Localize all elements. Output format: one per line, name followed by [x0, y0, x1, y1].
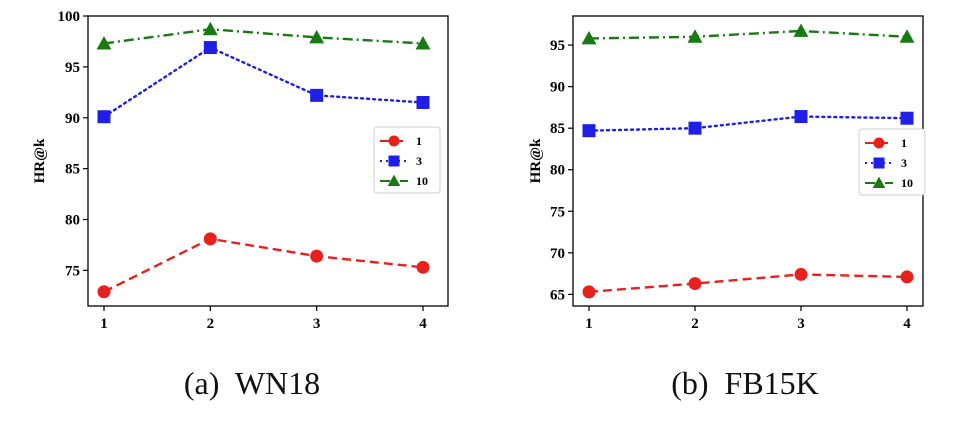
legend-swatch-marker — [388, 135, 400, 147]
data-point — [794, 110, 808, 124]
plot-frame — [87, 15, 449, 307]
y-tick-label: 90 — [65, 111, 80, 127]
series-line — [587, 115, 909, 132]
y-tick-label: 85 — [550, 121, 565, 137]
x-tick-label: 2 — [691, 316, 699, 332]
data-point — [900, 270, 914, 284]
panel-caption: (b) FB15K — [671, 365, 819, 401]
data-point — [900, 111, 914, 125]
y-tick-label: 75 — [65, 263, 80, 279]
legend-label: 1 — [416, 134, 422, 148]
chart-panel-b: 65 70 75 80 85 90 95 1 2 3 4 HR@k 1 3 10 (b) FB15K — [528, 15, 926, 401]
y-axis-label: HR@k — [32, 138, 48, 183]
data-point — [202, 21, 218, 36]
data-point — [416, 95, 430, 109]
x-tick-label: 4 — [903, 316, 911, 332]
series-line — [102, 46, 425, 118]
series-1 — [97, 232, 430, 299]
legend-label: 10 — [901, 176, 913, 190]
series-line — [588, 29, 908, 40]
y-tick-label: 95 — [65, 60, 80, 76]
data-point — [688, 277, 702, 291]
data-point — [309, 29, 325, 44]
data-point — [687, 29, 703, 43]
legend-swatch-marker — [873, 157, 885, 169]
data-point — [415, 35, 431, 50]
data-point — [310, 88, 324, 102]
x-tick-label: 1 — [585, 316, 593, 332]
series-3 — [582, 110, 914, 138]
legend: 1 3 10 — [373, 126, 441, 194]
data-point — [416, 260, 430, 274]
series-10 — [96, 21, 431, 50]
legend-box — [373, 126, 441, 194]
data-point — [582, 124, 596, 138]
data-point — [793, 23, 809, 37]
legend-swatch-marker — [872, 176, 886, 189]
series-line — [103, 237, 424, 293]
legend-label: 3 — [416, 154, 422, 168]
legend: 1 3 10 — [858, 128, 926, 196]
y-tick-label: 65 — [550, 287, 565, 303]
x-tick-label: 3 — [797, 316, 805, 332]
y-tick-label: 95 — [550, 38, 565, 54]
legend-label: 3 — [901, 156, 907, 170]
data-point — [203, 232, 217, 246]
data-point — [97, 285, 111, 299]
panel-caption: (a) WN18 — [184, 365, 320, 401]
x-tick-label: 4 — [419, 316, 427, 332]
legend-label: 10 — [416, 174, 428, 188]
data-point — [97, 110, 111, 124]
y-tick-label: 80 — [550, 163, 565, 179]
data-point — [581, 30, 597, 45]
legend-swatch-marker — [388, 155, 400, 167]
data-point — [96, 35, 112, 50]
y-tick-label: 100 — [58, 9, 81, 25]
x-tick-label: 1 — [100, 316, 108, 332]
y-tick-label: 80 — [65, 213, 80, 229]
data-point — [688, 121, 702, 135]
data-point — [899, 29, 915, 43]
series-line — [588, 273, 908, 294]
series-10 — [581, 23, 915, 45]
data-point — [203, 41, 217, 55]
x-tick-label: 2 — [207, 316, 215, 332]
x-tick-label: 3 — [313, 316, 321, 332]
data-point — [310, 249, 324, 263]
legend-label: 1 — [901, 136, 907, 150]
legend-box — [858, 128, 926, 196]
y-tick-label: 70 — [550, 246, 565, 262]
series-3 — [97, 41, 430, 124]
y-tick-label: 90 — [550, 80, 565, 96]
y-axis-label: HR@k — [528, 138, 544, 183]
legend-swatch-marker — [873, 137, 885, 149]
data-point — [794, 267, 808, 281]
series-line — [103, 28, 424, 45]
y-tick-label: 85 — [65, 162, 80, 178]
y-tick-label: 75 — [550, 204, 565, 220]
legend-swatch-marker — [387, 174, 401, 187]
chart-panel-a: 75 80 85 90 95 100 1 2 3 4 HR@k 1 3 10 (a) WN18 — [32, 9, 449, 401]
data-point — [582, 285, 596, 299]
series-1 — [582, 267, 914, 299]
